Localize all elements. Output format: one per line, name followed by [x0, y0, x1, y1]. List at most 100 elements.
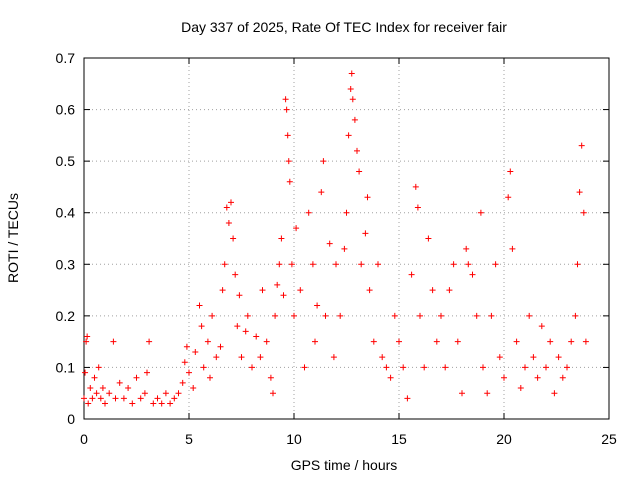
x-axis: 0 5 10 15 20 25 [80, 58, 617, 447]
data-point [93, 390, 100, 397]
data-point [253, 333, 260, 340]
data-point [522, 364, 528, 371]
data-point [333, 261, 339, 268]
data-point [186, 369, 192, 376]
data-point [559, 374, 566, 381]
data-point [379, 354, 386, 361]
data-point [337, 312, 344, 319]
data-point [370, 338, 377, 345]
data-point [158, 400, 165, 407]
data-point [257, 354, 264, 361]
data-point [238, 354, 245, 361]
y-axis-label: ROTI / TECUs [5, 193, 21, 283]
data-point [396, 338, 402, 345]
data-point [102, 400, 108, 407]
data-point [442, 364, 449, 371]
data-point [429, 287, 436, 294]
x-tick-label: 25 [601, 431, 617, 447]
data-point [517, 385, 524, 392]
data-point [97, 395, 104, 402]
data-point [274, 281, 281, 288]
data-point [179, 379, 186, 386]
data-point [414, 204, 421, 211]
x-tick-label: 0 [80, 431, 88, 447]
data-point [263, 338, 270, 345]
data-point [204, 338, 211, 345]
data-point [283, 106, 290, 113]
data-point [551, 390, 558, 397]
data-point [469, 271, 476, 278]
data-point [106, 390, 113, 397]
data-point [425, 235, 432, 242]
data-point [209, 312, 216, 319]
data-point [309, 261, 316, 268]
data-point [366, 287, 373, 294]
data-point [433, 338, 440, 345]
grid [84, 58, 609, 419]
data-point [345, 132, 352, 139]
data-point [84, 333, 91, 340]
x-tick-label: 10 [286, 431, 302, 447]
data-point [284, 132, 291, 139]
data-point [574, 261, 581, 268]
data-point [492, 261, 499, 268]
data-point [446, 287, 453, 294]
data-point [85, 400, 92, 407]
data-point [110, 338, 117, 345]
data-point [280, 292, 287, 299]
data-point [347, 85, 354, 92]
data-point [343, 209, 350, 216]
data-point [154, 395, 161, 402]
data-point [141, 390, 148, 397]
data-point [192, 348, 199, 355]
data-point [421, 364, 428, 371]
data-point [454, 338, 461, 345]
data-point [150, 400, 157, 407]
data-point [358, 261, 365, 268]
data-point [120, 395, 127, 402]
data-point [375, 261, 381, 268]
data-point [278, 235, 285, 242]
plot-frame [83, 57, 610, 420]
y-tick-label: 0 [67, 411, 75, 427]
data-point [438, 312, 444, 319]
data-point [234, 323, 241, 330]
data-point [81, 395, 87, 402]
data-point [509, 245, 516, 252]
data-point [95, 364, 102, 371]
data-point [133, 374, 140, 381]
data-point [496, 354, 503, 361]
data-point [578, 142, 585, 149]
data-point [183, 343, 190, 350]
data-point [354, 147, 360, 154]
data-point [349, 96, 356, 103]
data-point [404, 395, 411, 402]
data-point [200, 364, 207, 371]
data-point [408, 271, 415, 278]
data-point [286, 178, 293, 185]
data-point [383, 364, 390, 371]
data-point [330, 354, 337, 361]
y-tick-label: 0.2 [56, 308, 76, 324]
data-point [326, 240, 333, 247]
data-point [356, 168, 363, 175]
data-point [230, 235, 237, 242]
data-point [450, 261, 457, 268]
data-point [582, 338, 589, 345]
data-point [125, 385, 132, 392]
data-point [129, 400, 136, 407]
data-point [312, 338, 318, 345]
data-point [314, 302, 321, 309]
x-tick-label: 15 [391, 431, 407, 447]
data-point [112, 395, 119, 402]
data-point [391, 312, 398, 319]
data-point [348, 70, 355, 77]
data-point [576, 189, 583, 196]
data-point [291, 312, 297, 319]
data-point [530, 354, 537, 361]
chart-title: Day 337 of 2025, Rate Of TEC Index for r… [181, 19, 507, 35]
data-point [488, 312, 495, 319]
data-point [87, 385, 94, 392]
data-point [162, 390, 169, 397]
data-point [217, 343, 224, 350]
